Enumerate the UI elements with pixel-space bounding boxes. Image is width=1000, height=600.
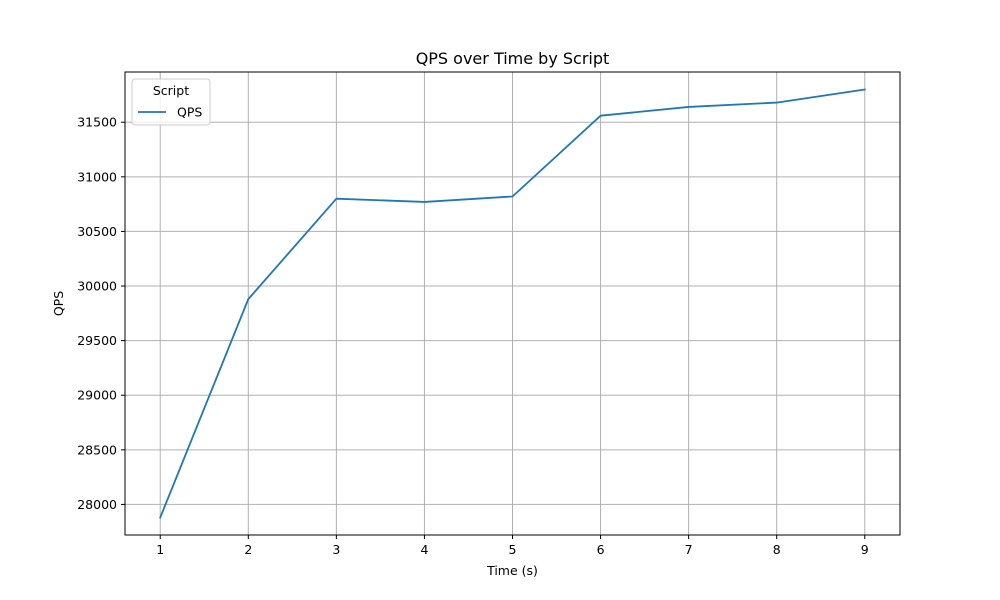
x-tick-label: 2 (244, 542, 252, 557)
y-tick-label: 30500 (77, 224, 117, 239)
series-line-qps (159, 88, 866, 519)
grid (125, 72, 900, 535)
y-tick-label: 31500 (77, 115, 117, 130)
y-tick-label: 29000 (77, 388, 117, 403)
y-tick-label: 29500 (77, 333, 117, 348)
y-axis-label: QPS (51, 291, 66, 316)
y-tick-label: 31000 (77, 169, 117, 184)
x-tick-label: 1 (156, 542, 164, 557)
chart-title: QPS over Time by Script (416, 49, 610, 68)
x-tick-label: 4 (420, 542, 428, 557)
legend: Script QPS (131, 78, 211, 126)
series-layer (159, 88, 866, 519)
x-axis: 1 2 3 4 5 6 7 8 9 (156, 535, 869, 557)
x-tick-label: 7 (685, 542, 693, 557)
y-tick-label: 30000 (77, 279, 117, 294)
x-tick-label: 3 (332, 542, 340, 557)
x-tick-label: 6 (597, 542, 605, 557)
y-axis: 28000 28500 29000 29500 30000 30500 31000 31500 (77, 115, 125, 512)
x-tick-label: 8 (773, 542, 781, 557)
x-tick-label: 5 (509, 542, 517, 557)
legend-box (131, 78, 211, 126)
y-tick-label: 28500 (77, 442, 117, 457)
x-tick-label: 9 (861, 542, 869, 557)
legend-label-qps: QPS (177, 105, 202, 120)
legend-title: Script (153, 83, 189, 98)
y-tick-label: 28000 (77, 497, 117, 512)
x-axis-label: Time (s) (486, 563, 538, 578)
